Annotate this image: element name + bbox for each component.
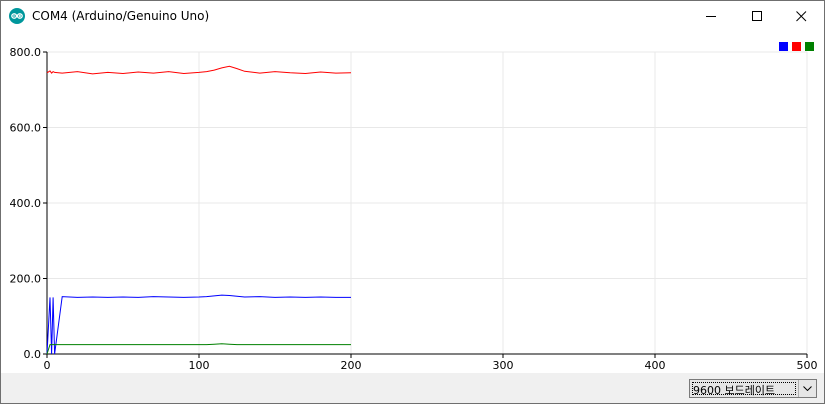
dropdown-button[interactable]: [798, 380, 816, 397]
plot-area: 0.0 200.0 400.0 600.0 800.0 0 100 200 300 400 500: [1, 32, 824, 373]
baud-rate-select[interactable]: 9600 보드레이트: [689, 379, 817, 398]
status-bar: 9600 보드레이트: [1, 373, 824, 403]
close-icon: [796, 11, 807, 22]
x-tick-label: 200: [341, 359, 362, 372]
serial-plot-chart: 0.0 200.0 400.0 600.0 800.0 0 100 200 300 400 500: [10, 46, 818, 372]
maximize-button[interactable]: [735, 1, 781, 32]
focus-outline: [692, 382, 796, 395]
x-tick-label: 100: [189, 359, 210, 372]
arduino-logo-icon: [9, 8, 25, 24]
chevron-down-icon: [803, 386, 812, 391]
close-button[interactable]: [779, 1, 824, 32]
legend-swatch-3: [805, 42, 814, 51]
y-tick-label: 0.0: [24, 348, 42, 361]
title-bar[interactable]: COM4 (Arduino/Genuino Uno): [1, 1, 824, 32]
baud-rate-value: 9600 보드레이트: [693, 384, 776, 397]
series-line-2: [46, 65, 352, 75]
x-tick-label: 500: [797, 359, 818, 372]
x-tick-label: 300: [493, 359, 514, 372]
series-line-1: [46, 294, 351, 355]
y-tick-label: 200.0: [10, 273, 42, 286]
legend-swatch-1: [779, 42, 788, 51]
maximize-icon: [752, 11, 762, 21]
window-title: COM4 (Arduino/Genuino Uno): [32, 9, 210, 23]
y-tick-label: 600.0: [10, 122, 42, 135]
x-tick-label: 400: [645, 359, 666, 372]
legend-swatch-2: [792, 42, 801, 51]
series-line-3: [46, 343, 351, 355]
minimize-icon: [706, 16, 716, 17]
y-tick-label: 800.0: [10, 46, 42, 59]
y-tick-label: 400.0: [10, 197, 42, 210]
x-tick-label: 0: [44, 359, 51, 372]
minimize-button[interactable]: [689, 1, 735, 32]
